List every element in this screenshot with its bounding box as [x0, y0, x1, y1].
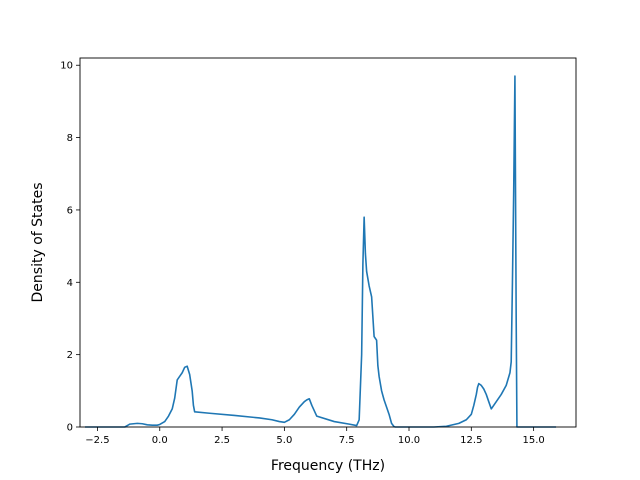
series-line-0	[84, 75, 557, 428]
x-tick-label: 12.5	[460, 435, 482, 446]
y-tick-label: 10	[60, 61, 73, 72]
x-axis-label: Frequency (THz)	[271, 458, 385, 474]
y-tick-label: 6	[67, 205, 73, 216]
y-tick-label: 0	[67, 423, 73, 434]
x-tick-label: 10.0	[398, 435, 420, 446]
y-tick-label: 2	[67, 350, 73, 361]
y-tick-label: 8	[67, 133, 73, 144]
x-tick-label: 5.0	[276, 435, 292, 446]
x-tick-label: 15.0	[522, 435, 544, 446]
x-tick-label: 7.5	[339, 435, 355, 446]
x-axis-ticks: −2.5 0.0 2.5 5.0 7.5 10.0 12.5 15.0	[85, 427, 545, 446]
x-tick-label: 2.5	[214, 435, 230, 446]
plot-frame	[79, 57, 577, 428]
x-tick-label: 0.0	[152, 435, 168, 446]
y-axis-ticks: 0 2 4 6 8 10	[60, 61, 80, 434]
y-axis-label: Density of States	[30, 183, 46, 303]
x-tick-label: −2.5	[85, 435, 109, 446]
series-layer	[84, 75, 557, 428]
y-tick-label: 4	[67, 278, 73, 289]
